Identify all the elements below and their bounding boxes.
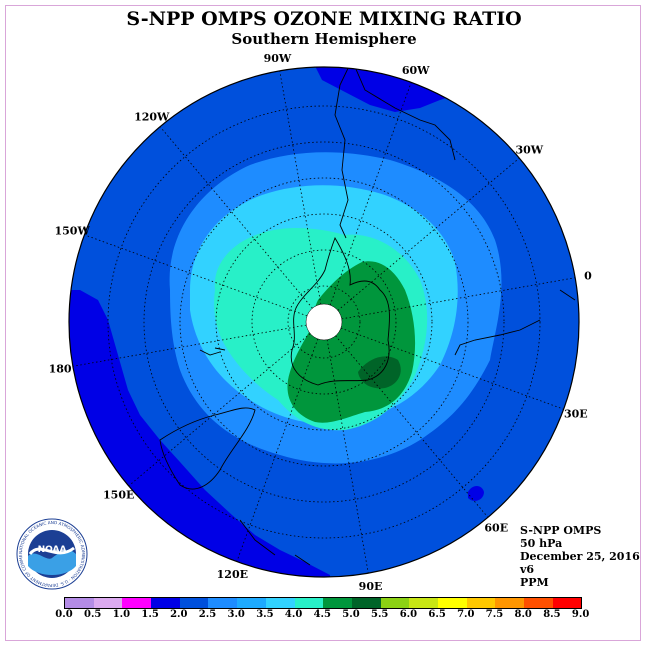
colorbar-tick-label: 1.5 [141, 609, 159, 620]
colorbar-tick-label: 9.0 [571, 609, 590, 620]
coastlines [159, 67, 576, 566]
info-units: PPM [520, 576, 549, 589]
logo-wave [28, 550, 76, 575]
meridian-line [337, 157, 520, 311]
colorbar-tick-label: 2.5 [198, 609, 217, 620]
colorbar-swatch [380, 598, 410, 608]
colorbar-swatch [294, 598, 324, 608]
colorbar-tick-label: 1.0 [112, 609, 131, 620]
colorbar-tick-label: 8.0 [514, 609, 532, 620]
colorbar-tick-label: 6.5 [428, 609, 446, 620]
map-border [68, 66, 580, 578]
band-5-0-region [358, 356, 401, 389]
pole-mask [305, 303, 343, 341]
info-level: 50 hPa [520, 537, 563, 550]
longitude-label: 30E [564, 408, 588, 421]
colorbar-tick-label: 2.0 [170, 609, 188, 620]
longitude-label: 90W [264, 52, 292, 65]
colorbar-tick-label: 3.5 [256, 609, 274, 620]
longitude-label: 0 [584, 269, 592, 282]
longitude-label: 60W [402, 64, 430, 77]
latitude-circle-40 [143, 141, 505, 503]
colorbar-tick-label: 8.5 [543, 609, 561, 620]
colorbar-tick-label: 4.0 [284, 609, 303, 620]
colorbar-swatch [122, 598, 152, 608]
colorbar-swatch [208, 598, 238, 608]
meridian-line [128, 333, 311, 487]
logo-text: NOAA [38, 545, 67, 555]
longitude-label: 120W [134, 111, 170, 124]
meridian-line [326, 339, 369, 574]
colorbar-tick-label: 6.0 [399, 609, 418, 620]
meridian-line [341, 277, 576, 320]
noaa-logo: NATIONAL OCEANIC AND ATMOSPHERIC ADMINIS… [16, 518, 88, 590]
colorbar-tick-label: 3.0 [227, 609, 245, 620]
coastline-africa [454, 289, 576, 356]
colorbar-tick-label: 0.0 [55, 609, 73, 620]
colorbar-tick-label: 5.5 [370, 609, 389, 620]
meridian-line [335, 335, 489, 518]
map-subtitle: Southern Hemisphere [231, 30, 417, 48]
colorbar-swatch [179, 598, 209, 608]
info-date: December 25, 2016 [520, 550, 640, 563]
longitude-label: 150W [54, 224, 90, 237]
colorbar-swatch [93, 598, 123, 608]
colorbar-swatch [524, 598, 553, 608]
colorbar-swatch [237, 598, 266, 608]
info-block: S-NPP OMPS 50 hPa December 25, 2016 v6 P… [520, 524, 640, 589]
colorbar-swatch [65, 598, 94, 608]
colorbar-tick-label: 5.0 [342, 609, 360, 620]
map-title: S-NPP OMPS OZONE MIXING RATIO [126, 8, 522, 30]
longitude-label: 60E [484, 521, 508, 534]
longitude-label: 90E [359, 580, 383, 593]
coastline-south-america [334, 67, 456, 239]
longitude-labels: 90W 60W 30W 0 30E 60E 90E 120E 150E 180 150W 120W [49, 52, 593, 593]
colorbar-tick-label: 4.5 [313, 609, 331, 620]
band-2-0-blob [468, 486, 484, 501]
colorbar-tick-label: 7.5 [485, 609, 504, 620]
info-instrument: S-NPP OMPS [520, 524, 602, 537]
info-version: v6 [520, 563, 535, 576]
colorbar-tick-label: 0.5 [83, 609, 102, 620]
latitude-circle-60 [215, 213, 433, 431]
longitude-label: 150E [103, 488, 134, 501]
colorbar-swatch [495, 598, 524, 608]
longitude-label: 30W [515, 144, 543, 157]
coastline-australia [159, 407, 256, 490]
graticule [72, 70, 576, 574]
latitude-circle-50 [179, 177, 469, 467]
colorbar-tick-label: 7.0 [457, 609, 475, 620]
colorbar-swatch [151, 598, 180, 608]
colorbar-swatch [466, 598, 496, 608]
colorbar-swatch [409, 598, 438, 608]
colorbar-swatch [265, 598, 295, 608]
coastline-southeast [239, 519, 311, 566]
longitude-label: 120E [217, 568, 248, 581]
colorbar-swatch [323, 598, 352, 608]
colorbar-swatch [552, 598, 582, 608]
colorbar-swatch [351, 598, 381, 608]
latitude-circle-80 [287, 285, 361, 359]
latitude-circle-70 [251, 249, 397, 395]
coastline-antarctica [290, 236, 390, 386]
longitude-label: 180 [49, 363, 72, 376]
page-frame [5, 5, 641, 641]
colorbar-ticks: 0.0 0.5 1.0 1.5 2.0 2.5 3.0 3.5 4.0 4.5 5.0 5.5 6.0 6… [55, 609, 589, 623]
latitude-circle-30 [107, 105, 541, 539]
coastline-new-zealand [199, 347, 226, 356]
colorbar [64, 597, 583, 609]
logo-bird [28, 546, 75, 556]
colorbar-swatch [437, 598, 467, 608]
